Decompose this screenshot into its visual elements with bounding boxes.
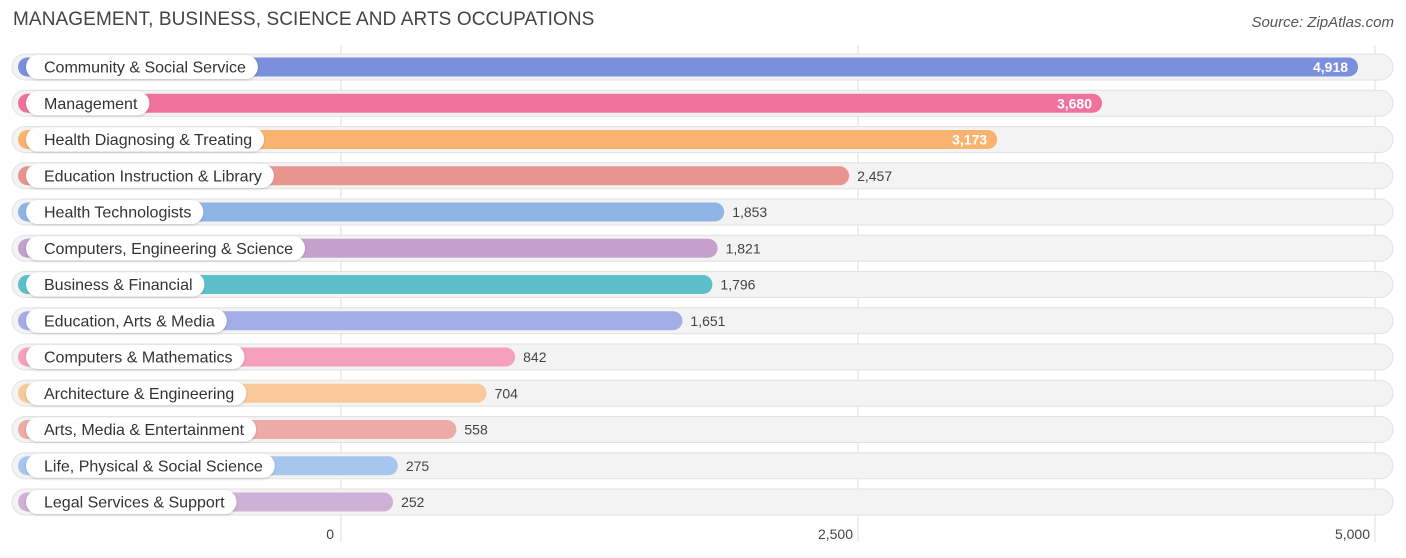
category-label: Business & Financial [44, 277, 193, 294]
bar [18, 57, 1359, 77]
category-label-pill [26, 127, 265, 152]
category-label: Legal Services & Support [44, 495, 225, 512]
bar-row: Education Instruction & Library 2,457 [11, 162, 1394, 190]
category-label-pill [26, 490, 237, 514]
value-label: 275 [406, 458, 430, 474]
category-label: Management [44, 96, 138, 113]
bar-row: Management 3,680 [11, 89, 1394, 117]
bar-row: Community & Social Service 4,918 [11, 53, 1394, 81]
value-label: 704 [495, 385, 519, 401]
category-label: Community & Social Service [44, 60, 246, 77]
bar [18, 93, 1103, 113]
category-label-pill [26, 91, 150, 116]
x-tick-label: 5,000 [1335, 526, 1370, 542]
bar-row: Arts, Media & Entertainment 558 [11, 416, 1394, 443]
category-label-pill [26, 308, 227, 333]
category-label: Architecture & Engineering [44, 386, 234, 403]
value-label: 252 [401, 494, 425, 510]
value-label: 1,853 [732, 204, 767, 220]
category-label: Computers & Mathematics [44, 350, 233, 367]
value-label: 1,796 [720, 277, 755, 293]
category-label-pill [26, 417, 257, 442]
value-label: 3,680 [1057, 95, 1092, 111]
value-label: 1,651 [690, 313, 725, 329]
x-tick-label: 2,500 [818, 526, 853, 542]
bar-row: Computers, Engineering & Science 1,821 [11, 234, 1394, 262]
category-label-pill [26, 55, 258, 79]
category-label: Life, Physical & Social Science [44, 458, 263, 475]
category-label: Health Diagnosing & Treating [44, 132, 252, 149]
value-label: 558 [464, 422, 488, 438]
chart-source: Source: ZipAtlas.com [1251, 14, 1394, 31]
category-label-pill [26, 163, 274, 188]
category-label: Health Technologists [44, 205, 191, 222]
category-label-pill [26, 236, 306, 261]
value-label: 1,821 [726, 240, 761, 256]
x-tick-label: 0 [326, 526, 334, 542]
category-label-pill [26, 345, 245, 369]
value-label: 2,457 [857, 168, 892, 184]
bar-row: Business & Financial 1,796 [11, 271, 1394, 298]
category-label: Education Instruction & Library [44, 168, 262, 185]
category-label-pill [26, 453, 275, 478]
category-label-pill [26, 200, 204, 224]
value-label: 842 [523, 349, 547, 365]
bar-row: Health Diagnosing & Treating 3,173 [11, 126, 1394, 153]
bar-row: Computers & Mathematics 842 [11, 343, 1394, 371]
category-label-pill [26, 272, 205, 297]
category-label: Computers, Engineering & Science [44, 241, 293, 258]
chart-title: MANAGEMENT, BUSINESS, SCIENCE AND ARTS O… [13, 9, 595, 30]
value-label: 3,173 [952, 132, 987, 148]
bar-row: Health Technologists 1,853 [11, 198, 1394, 226]
category-label-pill [26, 381, 247, 406]
bar-row: Life, Physical & Social Science 275 [11, 452, 1394, 480]
bar-row: Legal Services & Support 252 [11, 488, 1394, 516]
value-label: 4,918 [1313, 59, 1348, 75]
category-label: Education, Arts & Media [44, 313, 215, 330]
category-label: Arts, Media & Entertainment [44, 422, 245, 439]
bar-row: Architecture & Engineering 704 [11, 379, 1394, 407]
bar-row: Education, Arts & Media 1,651 [11, 307, 1394, 335]
